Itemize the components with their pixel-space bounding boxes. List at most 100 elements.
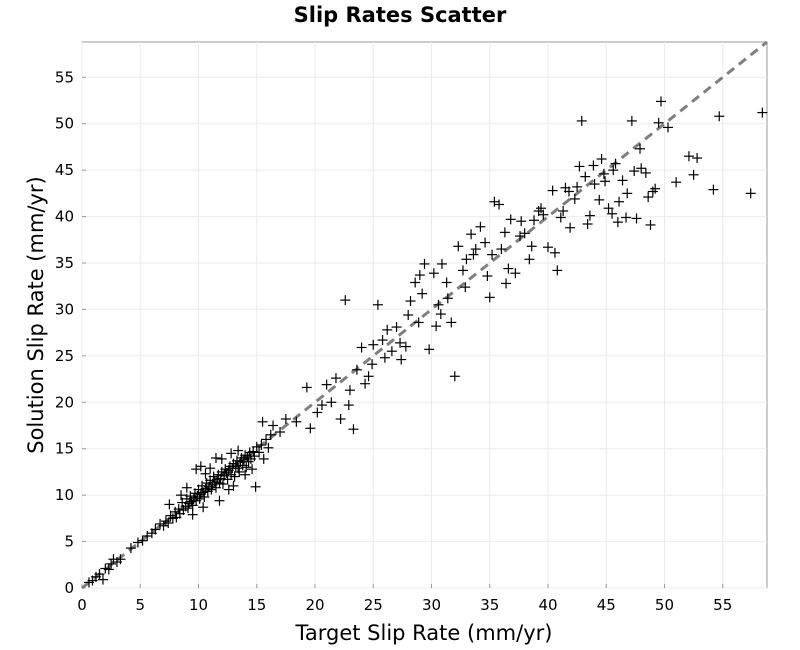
data-point (643, 192, 654, 203)
data-point (254, 447, 265, 458)
data-point (363, 371, 374, 382)
data-point (230, 461, 241, 472)
y-tick-label: 5 (64, 533, 74, 551)
data-point (487, 249, 498, 260)
data-point (160, 516, 171, 527)
data-point (199, 492, 210, 502)
data-point (396, 354, 407, 365)
data-point (442, 293, 453, 304)
y-tick-label: 35 (55, 254, 74, 272)
data-point (316, 400, 327, 411)
data-point (312, 407, 323, 418)
x-tick-label: 15 (247, 596, 266, 614)
data-point (414, 270, 425, 281)
data-point (588, 160, 599, 171)
data-point (600, 176, 611, 187)
data-point (291, 416, 302, 427)
data-point (125, 543, 136, 554)
data-point (216, 453, 227, 464)
x-tick-label: 10 (189, 596, 208, 614)
x-axis-label: Target Slip Rate (mm/yr) (295, 621, 553, 645)
data-point (163, 518, 174, 528)
x-tick-label: 20 (305, 596, 324, 614)
data-point (257, 416, 268, 427)
data-point (424, 344, 435, 355)
data-point (251, 441, 262, 452)
data-point (549, 247, 560, 258)
x-tick-label: 5 (135, 596, 145, 614)
data-point (614, 196, 625, 207)
y-tick-label: 25 (55, 347, 74, 365)
y-tick-label: 40 (55, 208, 74, 226)
data-point (582, 219, 593, 229)
data-point (565, 222, 576, 233)
data-point (435, 309, 446, 320)
data-point (683, 151, 694, 162)
data-point (405, 296, 416, 307)
x-tick-label: 35 (480, 596, 499, 614)
data-point (594, 194, 605, 205)
data-point (164, 499, 175, 510)
data-point (343, 400, 354, 411)
data-point (348, 424, 359, 435)
data-point (256, 440, 267, 450)
data-point (612, 217, 623, 228)
data-point (103, 564, 114, 575)
data-point (417, 288, 428, 299)
data-point (555, 212, 566, 223)
data-point (436, 258, 447, 269)
data-point (629, 166, 640, 177)
data-point (461, 254, 472, 265)
data-point (228, 480, 239, 491)
data-point (97, 574, 108, 585)
data-point (499, 227, 510, 238)
data-point (552, 265, 563, 276)
data-point (708, 184, 719, 195)
data-point (610, 158, 621, 169)
data-point (441, 277, 452, 288)
data-point (516, 216, 527, 227)
data-point (655, 96, 666, 107)
data-point (335, 414, 346, 424)
data-point (403, 310, 414, 320)
data-point (176, 490, 187, 501)
data-point (662, 122, 673, 133)
data-point (305, 423, 316, 434)
data-point (386, 346, 397, 357)
data-point (217, 479, 228, 489)
x-tick-label: 25 (364, 596, 383, 614)
data-point (229, 471, 240, 482)
data-point (501, 278, 512, 289)
data-point (482, 271, 493, 281)
data-point (330, 373, 341, 384)
data-point (181, 482, 192, 493)
data-point (647, 186, 658, 197)
data-point (589, 179, 600, 190)
data-point (326, 397, 337, 408)
data-point (470, 244, 481, 255)
data-point (419, 258, 430, 269)
x-tick-label: 55 (713, 596, 732, 614)
y-tick-label: 20 (55, 393, 74, 411)
data-points (83, 96, 768, 588)
y-tick-label: 55 (55, 68, 74, 86)
data-point (457, 265, 468, 276)
data-point (626, 115, 637, 126)
data-point (428, 268, 439, 279)
data-point (214, 495, 225, 506)
data-point (431, 321, 442, 332)
data-point (268, 420, 279, 431)
data-point (757, 107, 768, 118)
data-point (466, 229, 477, 240)
data-point (645, 219, 656, 230)
x-tick-label: 45 (597, 596, 616, 614)
data-point (745, 188, 756, 199)
grid (81, 42, 767, 589)
data-point (194, 493, 205, 504)
data-point (240, 469, 251, 480)
data-point (596, 154, 607, 164)
data-point (640, 167, 651, 178)
x-tick-label: 0 (77, 596, 87, 614)
reference-line (81, 40, 768, 590)
data-point (206, 484, 217, 495)
